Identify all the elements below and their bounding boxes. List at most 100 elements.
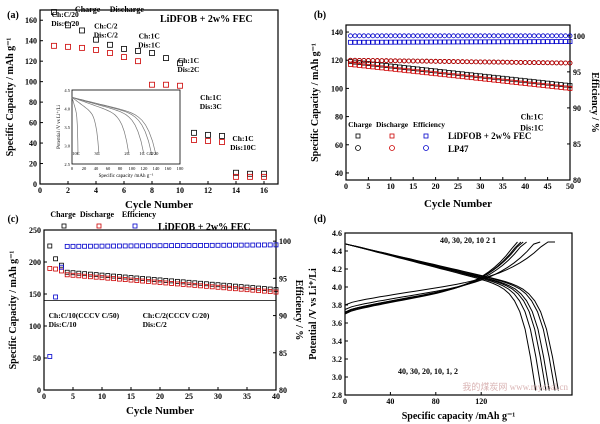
data-point <box>267 242 273 248</box>
data-point <box>419 67 425 72</box>
data-point <box>232 286 238 292</box>
y-tick-label: 3.6 <box>332 319 342 328</box>
data-point <box>65 43 71 50</box>
data-point <box>491 77 497 83</box>
data-point <box>128 243 134 249</box>
data-point <box>558 85 564 90</box>
data-point <box>250 285 256 291</box>
data-point <box>527 78 533 84</box>
data-point <box>383 33 389 39</box>
data-point <box>491 59 497 65</box>
data-point <box>352 59 358 65</box>
data-point <box>527 39 533 45</box>
data-point <box>198 283 204 289</box>
inset-curve-label: 2C <box>124 151 129 156</box>
charge-curve <box>344 241 518 315</box>
data-point <box>469 33 474 39</box>
data-point <box>232 242 238 248</box>
data-point <box>433 71 439 77</box>
data-point <box>397 64 403 70</box>
data-point <box>513 77 519 83</box>
data-point <box>163 277 169 283</box>
data-point <box>82 271 87 277</box>
annotation-text: Ch:C/10(CCCV C/50) <box>49 311 120 320</box>
data-point <box>401 39 407 45</box>
data-point <box>169 281 175 286</box>
data-point <box>477 33 483 39</box>
annotation-text: Ch:C/2(CCCV C/20) <box>143 311 210 320</box>
data-point <box>388 33 394 39</box>
data-point <box>64 272 70 278</box>
data-point <box>446 33 452 39</box>
y-tick-label: 60 <box>29 119 37 128</box>
data-point <box>93 272 99 278</box>
data-point <box>219 139 225 145</box>
data-point <box>177 60 183 67</box>
inset-curve-label: 3C <box>94 151 99 156</box>
data-point <box>509 76 515 82</box>
data-point <box>180 243 186 248</box>
data-point <box>433 68 439 74</box>
data-point <box>348 59 353 65</box>
data-point <box>451 33 456 39</box>
data-point <box>192 280 198 286</box>
data-point <box>392 64 398 69</box>
data-point <box>518 39 524 45</box>
data-point <box>536 60 542 66</box>
data-point <box>203 283 209 289</box>
x-tick-label: 10 <box>176 186 184 195</box>
data-point <box>549 84 555 89</box>
data-point <box>273 242 279 248</box>
x-tick-label: 14 <box>232 186 240 195</box>
data-point <box>460 71 465 77</box>
data-point <box>256 288 262 294</box>
legend-marker <box>132 223 138 229</box>
data-point <box>370 33 376 39</box>
charge-curve <box>344 241 541 310</box>
data-point <box>145 276 151 282</box>
data-point <box>455 33 461 39</box>
data-point <box>410 58 416 64</box>
inset-y-tick: 2.5 <box>64 162 70 167</box>
inset-x-tick: 180 <box>177 166 185 171</box>
y-tick-label: 20 <box>29 160 37 169</box>
data-point <box>388 39 394 45</box>
y2-tick-label: 80 <box>279 386 287 395</box>
data-point <box>192 282 198 288</box>
y2-tick-label: 90 <box>279 312 287 321</box>
data-point <box>554 33 559 39</box>
data-point <box>419 33 425 39</box>
plot-frame <box>43 229 277 391</box>
data-point <box>365 58 371 63</box>
data-point <box>198 280 204 286</box>
data-point <box>361 39 367 45</box>
y2-tick-label: 90 <box>573 104 581 113</box>
data-point <box>140 243 146 249</box>
data-point <box>522 33 528 39</box>
data-point <box>437 58 443 64</box>
data-point <box>134 243 140 249</box>
y-tick-label: 4.6 <box>332 229 342 238</box>
data-point <box>191 129 197 136</box>
y2-axis-label: Efficiency / % <box>293 280 304 341</box>
data-point <box>117 243 122 249</box>
data-point <box>64 269 70 275</box>
data-point <box>495 33 501 39</box>
data-point <box>437 33 443 39</box>
data-point <box>247 173 253 180</box>
data-point <box>149 81 155 88</box>
x-tick-label: 20 <box>432 182 440 191</box>
data-point <box>451 73 456 79</box>
x-tick-label: 4 <box>94 186 98 195</box>
annotation-text: Dis:1C <box>138 41 160 50</box>
data-point <box>469 39 474 45</box>
data-point <box>442 69 447 75</box>
inset-curve-label: 1C <box>139 151 144 156</box>
data-point <box>415 66 421 72</box>
x-tick-label: 10 <box>387 182 395 191</box>
data-point <box>410 68 416 74</box>
data-point <box>157 280 163 285</box>
data-point <box>105 273 111 279</box>
legend-marker <box>389 145 395 151</box>
